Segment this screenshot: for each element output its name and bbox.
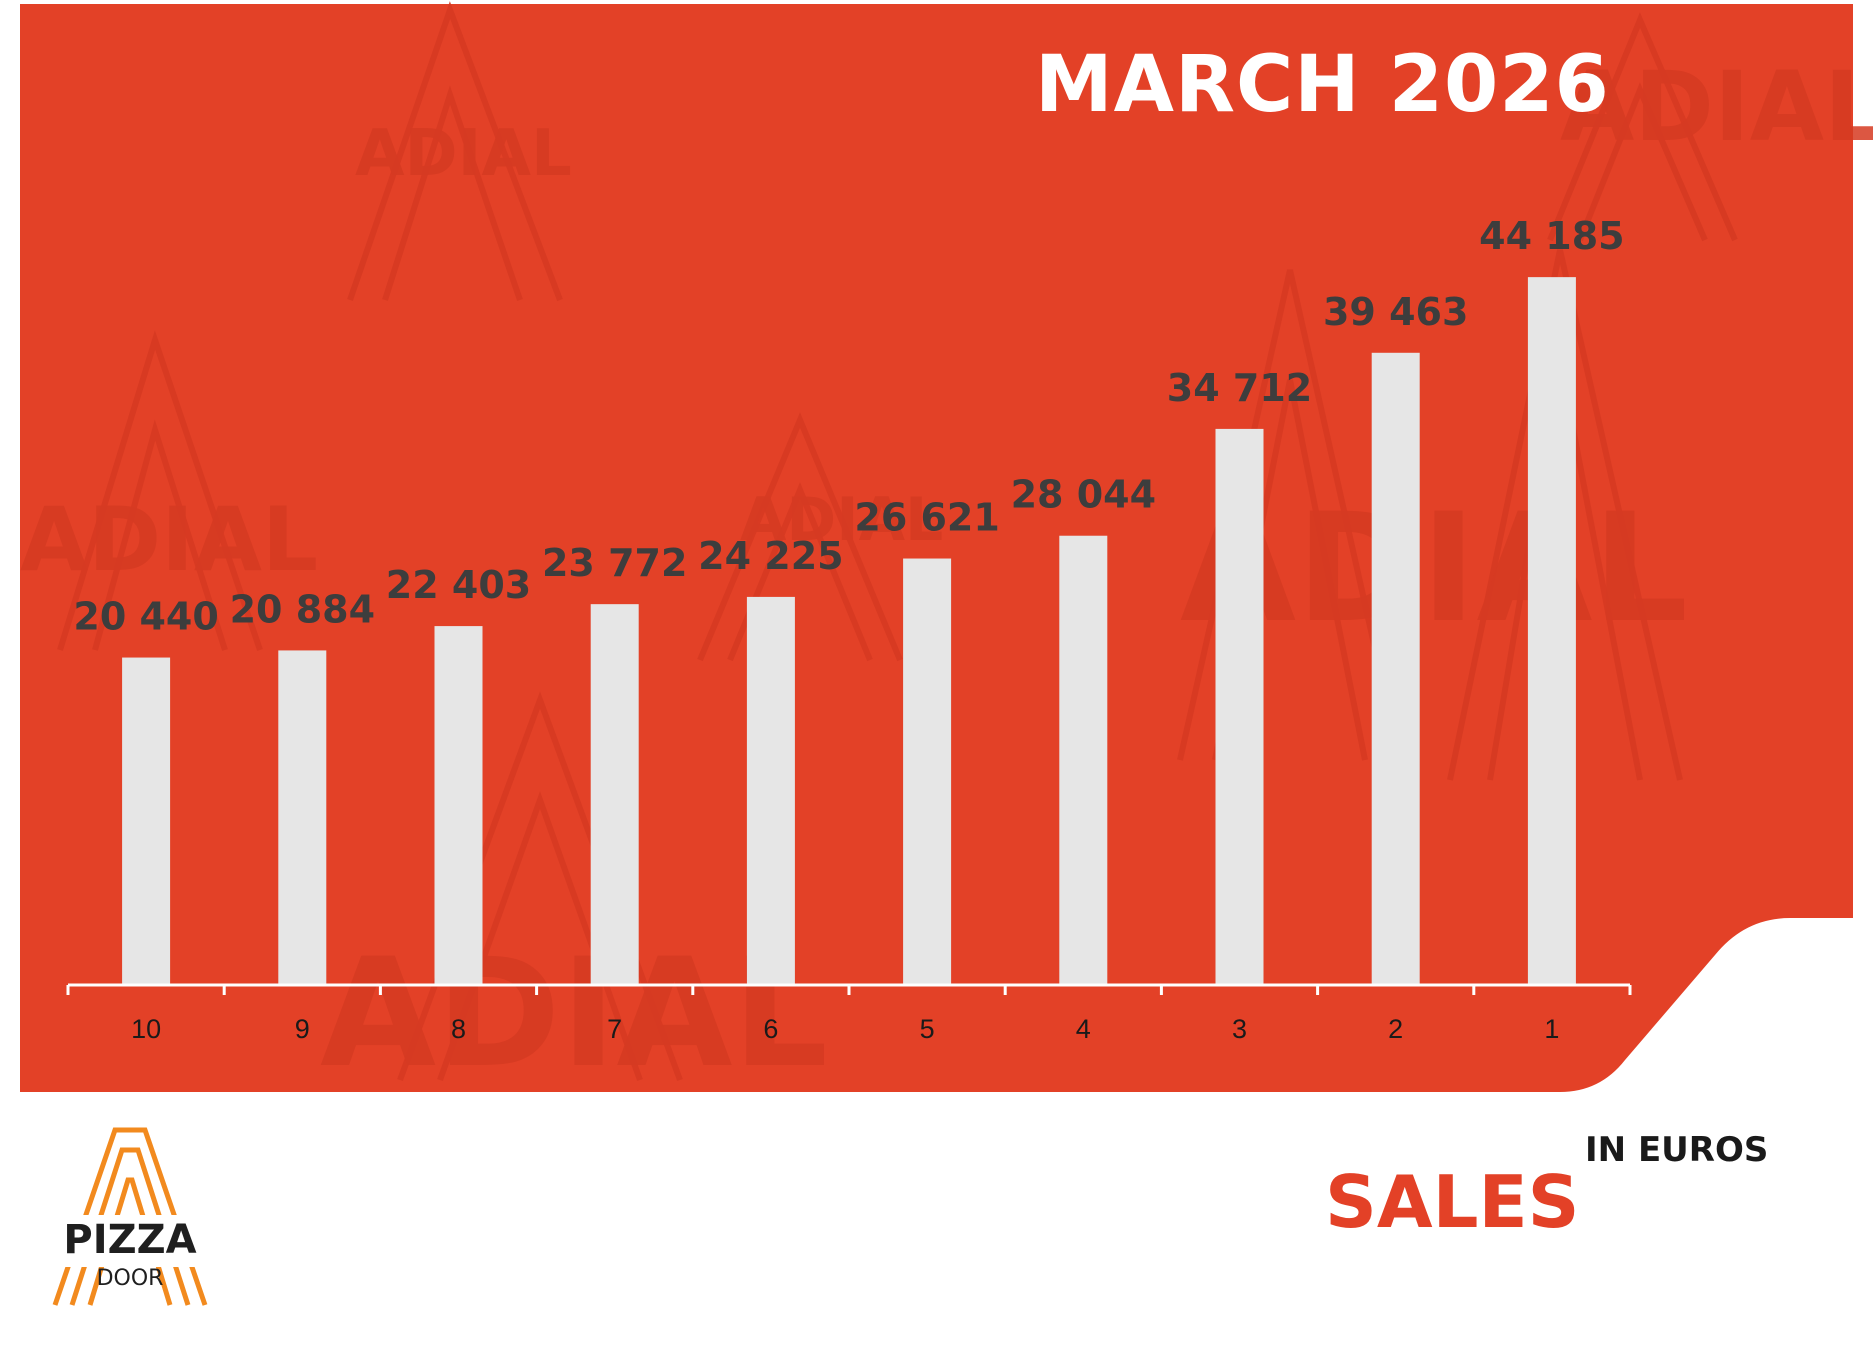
x-tick-label: 2 xyxy=(1388,1014,1403,1044)
bar xyxy=(434,626,483,985)
data-label: 28 044 xyxy=(1011,473,1156,517)
pizza-door-logo: PIZZA DOOR xyxy=(52,1127,208,1306)
x-tick-label: 6 xyxy=(763,1014,778,1044)
data-label: 26 621 xyxy=(854,496,999,540)
data-label: 24 225 xyxy=(698,534,843,578)
x-tick-label: 8 xyxy=(451,1014,466,1044)
bar xyxy=(1527,277,1576,985)
data-label: 20 884 xyxy=(230,587,375,631)
svg-text:ADIAL: ADIAL xyxy=(1180,482,1688,656)
svg-text:ADIAL: ADIAL xyxy=(320,927,828,1101)
x-tick-label: 4 xyxy=(1076,1014,1091,1044)
data-label: 22 403 xyxy=(386,563,531,607)
svg-text:ADIAL: ADIAL xyxy=(355,117,572,191)
x-tick-label: 5 xyxy=(920,1014,935,1044)
data-label: 23 772 xyxy=(542,541,687,585)
bar xyxy=(278,650,327,985)
bar xyxy=(746,596,795,985)
bar xyxy=(122,657,171,985)
svg-text:ADIAL: ADIAL xyxy=(20,488,318,591)
bar xyxy=(1215,428,1264,985)
data-label: 34 712 xyxy=(1167,366,1312,410)
data-label: 20 440 xyxy=(73,595,218,639)
logo-word-pizza: PIZZA xyxy=(63,1217,196,1263)
x-tick-label: 3 xyxy=(1232,1014,1247,1044)
bar xyxy=(903,558,952,985)
chart-title: MARCH 2026 xyxy=(1035,40,1610,130)
sales-label: SALES xyxy=(1325,1160,1580,1244)
logo-word-door: DOOR xyxy=(97,1266,164,1291)
x-tick-label: 1 xyxy=(1544,1014,1559,1044)
x-tick-label: 10 xyxy=(131,1014,161,1044)
bar xyxy=(1059,535,1108,985)
data-label: 44 185 xyxy=(1479,214,1624,258)
watermark-words: ADIAL ADIAL ADIAL ADIAL ADIAL ADIAL xyxy=(20,51,1873,1101)
svg-text:ADIAL: ADIAL xyxy=(740,485,943,555)
svg-text:ADIAL: ADIAL xyxy=(1560,51,1873,163)
bar xyxy=(1371,352,1420,985)
x-tick-label: 9 xyxy=(295,1014,310,1044)
data-label: 39 463 xyxy=(1323,290,1468,334)
x-tick-label: 7 xyxy=(607,1014,622,1044)
bar xyxy=(590,604,639,985)
unit-label: IN EUROS xyxy=(1585,1130,1769,1170)
